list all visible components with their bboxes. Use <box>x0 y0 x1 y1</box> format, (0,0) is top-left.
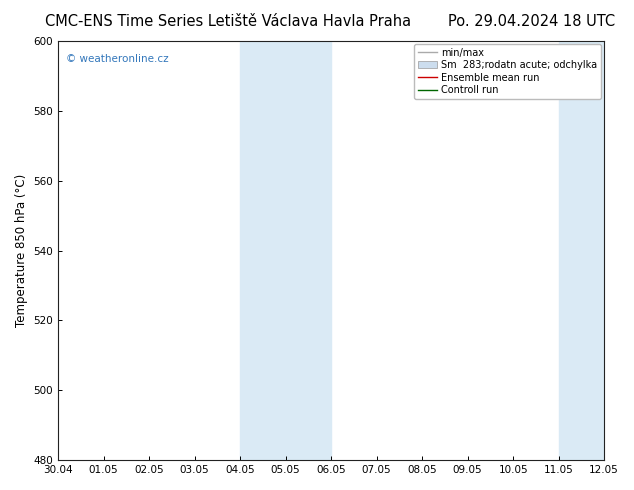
Legend: min/max, Sm  283;rodatn acute; odchylka, Ensemble mean run, Controll run: min/max, Sm 283;rodatn acute; odchylka, … <box>414 44 601 99</box>
Bar <box>559 41 634 460</box>
Text: CMC-ENS Time Series Letiště Václava Havla Praha: CMC-ENS Time Series Letiště Václava Havl… <box>45 14 411 29</box>
Text: © weatheronline.cz: © weatheronline.cz <box>67 53 169 64</box>
Bar <box>240 41 331 460</box>
Text: Po. 29.04.2024 18 UTC: Po. 29.04.2024 18 UTC <box>448 14 615 29</box>
Y-axis label: Temperature 850 hPa (°C): Temperature 850 hPa (°C) <box>15 174 28 327</box>
